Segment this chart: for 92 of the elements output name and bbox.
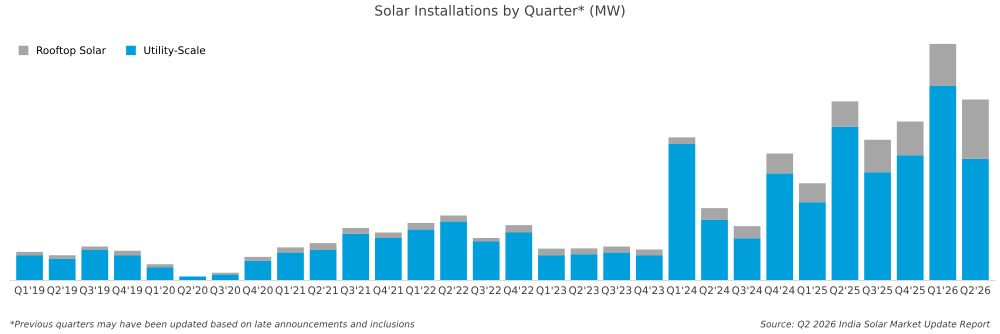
text: *Previous quarters may have been updated based on late announcements and inclusions xyxy=(10,320,414,330)
source-note: Source: Q2 2026 India Solar Market Update Report xyxy=(760,320,990,330)
bar xyxy=(16,255,43,281)
x-tick-label: Q1'23 xyxy=(536,286,566,296)
bar xyxy=(277,252,304,281)
bar xyxy=(538,248,565,256)
bar xyxy=(48,255,76,259)
x-tick-label: Q3'19 xyxy=(80,286,110,296)
bar xyxy=(668,144,696,281)
bar xyxy=(864,140,891,172)
x-tick-label: Q2'24 xyxy=(700,286,730,296)
x-tick-label: Q2'26 xyxy=(960,286,990,296)
bar xyxy=(310,250,336,281)
bar xyxy=(212,274,239,281)
bar xyxy=(766,153,794,174)
bar xyxy=(81,246,108,250)
legend-label: Rooftop Solar xyxy=(37,46,106,56)
x-tick-label: Q2'21 xyxy=(308,286,338,296)
bar xyxy=(440,215,467,222)
x-tick-label: Q4'24 xyxy=(764,286,795,296)
bar xyxy=(929,44,956,86)
bar xyxy=(146,268,174,281)
x-tick-label: Q2'22 xyxy=(438,286,468,296)
x-tick-label: Q2'20 xyxy=(178,286,208,296)
bar xyxy=(603,246,630,253)
bar xyxy=(734,238,760,281)
bar xyxy=(374,232,402,238)
x-tick-label: Q1'26 xyxy=(928,286,958,296)
bar xyxy=(81,250,108,281)
bar xyxy=(408,230,434,281)
x-tick-label: Q3'25 xyxy=(862,286,892,296)
bar xyxy=(832,126,858,281)
x-tick-label: Q3'23 xyxy=(602,286,632,296)
x-tick-label: Q1'25 xyxy=(797,286,827,296)
x-tick-label: Q1'22 xyxy=(406,286,436,296)
bar xyxy=(472,238,500,242)
bar xyxy=(114,255,141,281)
bar xyxy=(668,137,696,144)
x-tick-label: Q3'22 xyxy=(471,286,501,296)
legend-label: Utility-Scale xyxy=(144,46,206,56)
x-tick-label: Q4'21 xyxy=(373,286,403,296)
bar xyxy=(146,264,174,268)
x-tick-label: Q1'21 xyxy=(276,286,306,296)
bar xyxy=(766,174,794,281)
bar xyxy=(701,220,728,281)
x-tick-label: Q2'23 xyxy=(569,286,599,296)
chart-title: Solar Installations by Quarter* (MW) xyxy=(375,5,625,18)
bar xyxy=(962,158,989,281)
bar xyxy=(798,183,826,202)
x-tick-label: Q2'25 xyxy=(830,286,860,296)
x-tick-label: Q1'19 xyxy=(14,286,44,296)
bar xyxy=(277,247,304,253)
x-tick-label: Q3'24 xyxy=(732,286,762,296)
bar xyxy=(798,202,826,281)
x-tick-label: Q3'20 xyxy=(210,286,240,296)
x-tick-label: Q1'20 xyxy=(145,286,175,296)
x-tick-label: Q3'21 xyxy=(340,286,370,296)
bar xyxy=(16,252,43,256)
x-tick-label: Q2'19 xyxy=(47,286,77,296)
x-tick-label: Q4'19 xyxy=(112,286,142,296)
bar xyxy=(570,248,598,254)
bar xyxy=(864,172,891,281)
bar xyxy=(962,99,989,159)
bar xyxy=(310,243,336,250)
bar xyxy=(440,222,467,281)
bar xyxy=(896,121,924,156)
x-tick-label: Q4'22 xyxy=(504,286,534,296)
x-tick-label: Q4'25 xyxy=(895,286,925,296)
bar xyxy=(734,226,760,238)
bar xyxy=(929,86,956,281)
bar xyxy=(570,254,598,281)
x-tick-label: Q1'24 xyxy=(667,286,697,296)
bar xyxy=(832,101,858,127)
bar xyxy=(408,223,434,230)
bar xyxy=(374,238,402,281)
bar xyxy=(244,260,272,281)
bar xyxy=(114,250,141,256)
bar xyxy=(472,242,500,281)
bar xyxy=(538,255,565,281)
bar xyxy=(603,252,630,281)
bar xyxy=(505,225,532,233)
bar xyxy=(342,234,370,281)
bar xyxy=(342,228,370,234)
bar xyxy=(244,256,272,261)
x-tick-label: Q4'23 xyxy=(634,286,664,296)
bar xyxy=(701,208,728,220)
bar xyxy=(896,155,924,281)
bar xyxy=(636,250,663,256)
bar xyxy=(505,232,532,281)
bar xyxy=(636,255,663,281)
bar xyxy=(48,258,76,281)
x-tick-label: Q4'20 xyxy=(242,286,273,296)
